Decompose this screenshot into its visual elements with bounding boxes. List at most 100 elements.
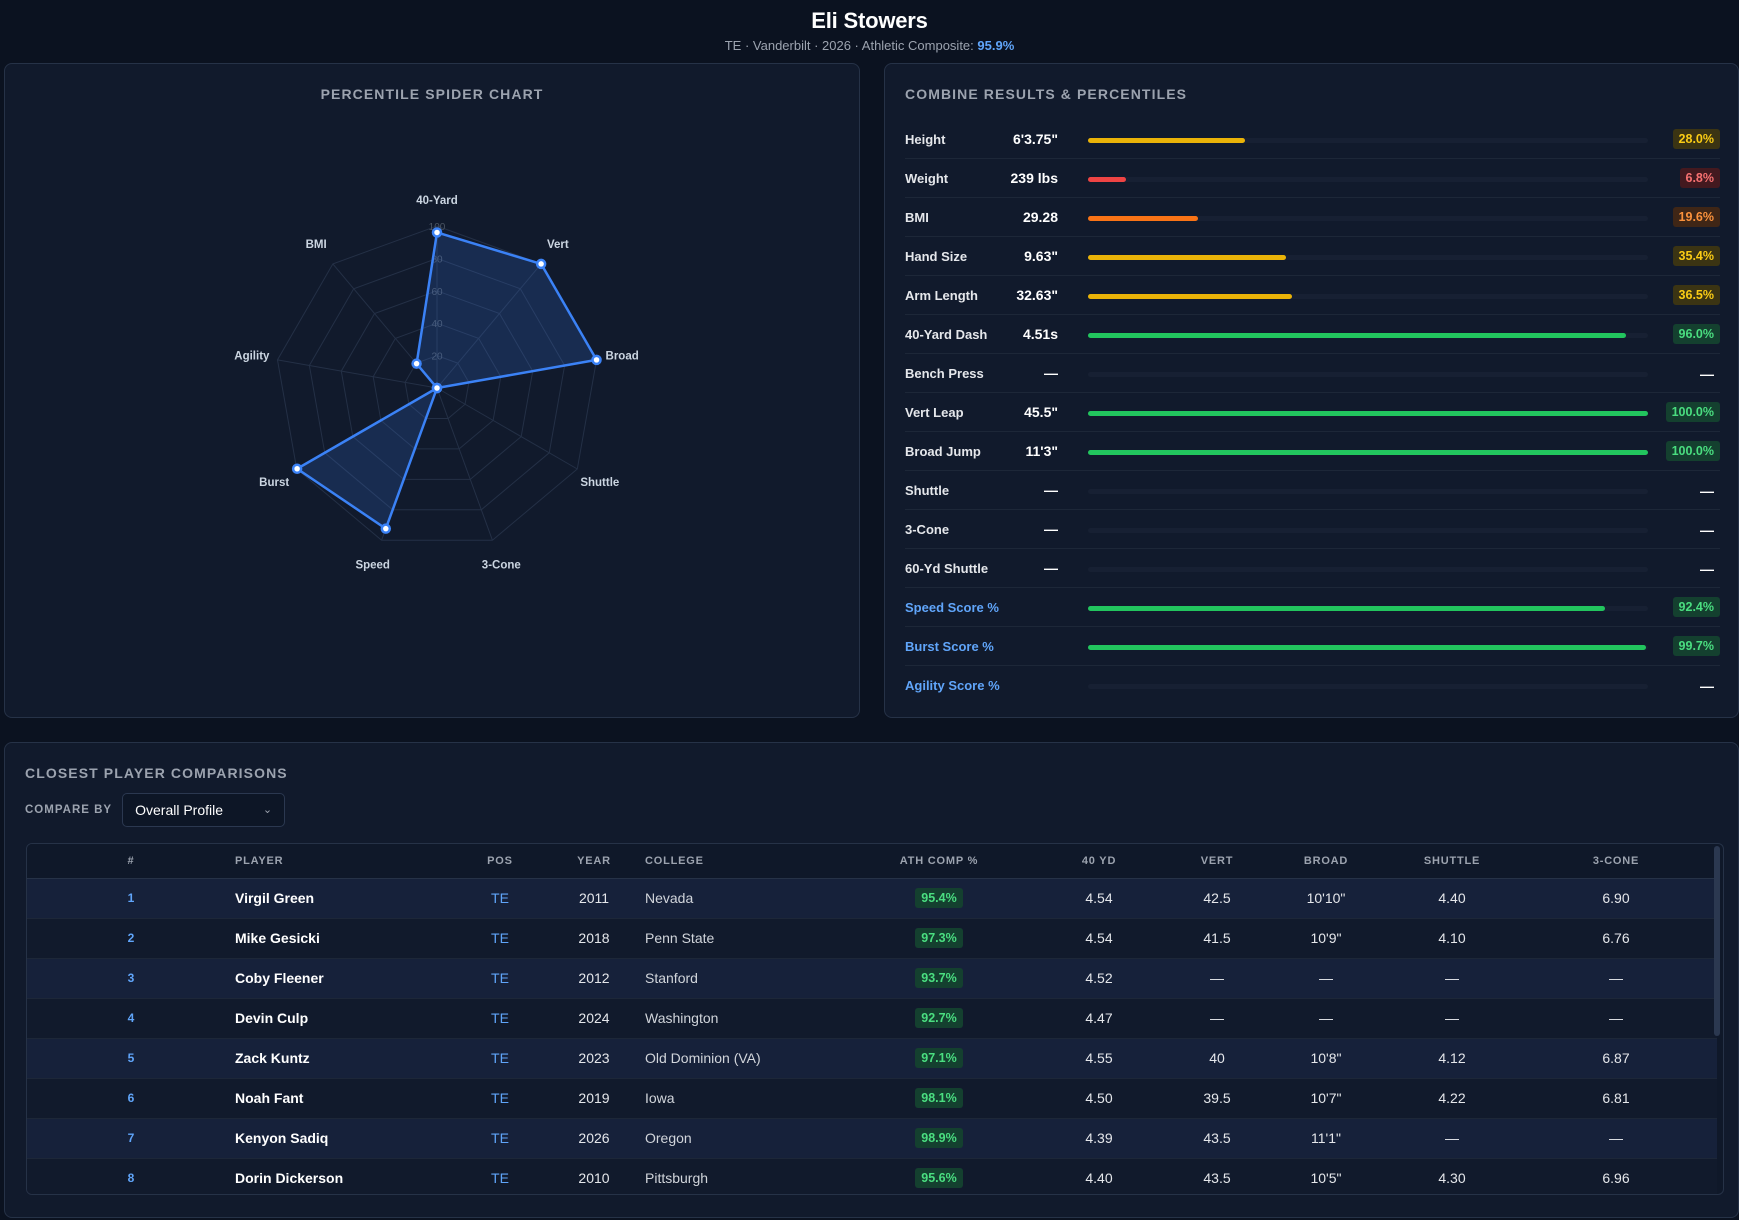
column-header[interactable]: COLLEGE bbox=[645, 844, 851, 879]
table-row[interactable]: 4 Devin Culp TE 2024 Washington 92.7% 4.47 — — — — bbox=[27, 998, 1717, 1038]
broad-cell: 11'1" bbox=[1311, 1130, 1341, 1146]
column-header[interactable]: SHUTTLE bbox=[1389, 844, 1515, 879]
radar-axis-label: BMI bbox=[306, 239, 327, 251]
compare-by-label: COMPARE BY bbox=[25, 804, 113, 816]
player-name-cell[interactable]: Zack Kuntz bbox=[235, 1050, 310, 1066]
radar-scale-label: 60 bbox=[431, 287, 443, 298]
player-name: Eli Stowers bbox=[811, 8, 928, 33]
compare-by-select[interactable]: Overall Profile ⌄ bbox=[122, 793, 286, 827]
position-cell: TE bbox=[491, 970, 509, 986]
ath-comp-badge: 97.3% bbox=[915, 928, 963, 948]
year-cell: 2012 bbox=[578, 970, 610, 986]
percentile-track bbox=[1088, 411, 1648, 416]
percentile-bar bbox=[1088, 255, 1287, 260]
percentile-bar bbox=[1088, 606, 1606, 611]
college-cell: Penn State bbox=[645, 930, 715, 946]
combine-row: Arm Length 32.63" 36.5% bbox=[905, 276, 1720, 315]
player-name-cell[interactable]: Devin Culp bbox=[235, 1010, 309, 1026]
percentile-bar bbox=[1088, 645, 1647, 650]
comparisons-panel: Closest Player Comparisons COMPARE BY Ov… bbox=[4, 742, 1739, 1218]
column-header[interactable]: YEAR bbox=[543, 844, 645, 879]
college-cell: Stanford bbox=[645, 970, 698, 986]
three-cone-cell: — bbox=[1609, 1130, 1623, 1146]
vert-cell: 40 bbox=[1209, 1050, 1225, 1066]
ath-comp-badge: 97.1% bbox=[915, 1048, 963, 1068]
combine-row: Agility Score % — bbox=[905, 666, 1720, 705]
ath-comp-cell: 92.7% bbox=[851, 998, 1027, 1038]
column-header[interactable]: # bbox=[27, 844, 235, 879]
table-row[interactable]: 5 Zack Kuntz TE 2023 Old Dominion (VA) 97.1% 4… bbox=[27, 1038, 1717, 1078]
combine-row: Burst Score % 99.7% bbox=[905, 627, 1720, 666]
table-scrollbar[interactable] bbox=[1714, 846, 1720, 1036]
combine-row-label: Height bbox=[905, 132, 946, 147]
three-cone-cell: — bbox=[1609, 1010, 1623, 1026]
percentile-badge: 28.0% bbox=[1672, 129, 1720, 149]
comparisons-title: Closest Player Comparisons bbox=[25, 765, 288, 781]
column-header[interactable]: PLAYER bbox=[235, 844, 457, 879]
column-header[interactable]: VERT bbox=[1171, 844, 1263, 879]
percentile-track bbox=[1088, 606, 1648, 611]
percentile-bar bbox=[1088, 138, 1245, 143]
table-row[interactable]: 8 Dorin Dickerson TE 2010 Pittsburgh 95.6% 4.4… bbox=[27, 1158, 1717, 1194]
table-row[interactable]: 2 Mike Gesicki TE 2018 Penn State 97.3% 4.54 41… bbox=[27, 918, 1717, 958]
year-cell: 2023 bbox=[578, 1050, 610, 1066]
column-header[interactable]: 3-CONE bbox=[1515, 844, 1717, 879]
column-header[interactable]: POS bbox=[457, 844, 543, 879]
percentile-badge: 35.4% bbox=[1672, 246, 1720, 266]
forty-yard-cell: 4.55 bbox=[1085, 1050, 1113, 1066]
combine-row: Speed Score % 92.4% bbox=[905, 588, 1720, 627]
combine-row: Height 6'3.75" 28.0% bbox=[905, 120, 1720, 159]
three-cone-cell: 6.87 bbox=[1602, 1050, 1630, 1066]
table-row[interactable]: 6 Noah Fant TE 2019 Iowa 98.1% 4.50 39.5 10'7" 4.… bbox=[27, 1078, 1717, 1118]
percentile-badge: — bbox=[1700, 366, 1714, 382]
column-header[interactable]: 40 YD bbox=[1027, 844, 1171, 879]
player-name-cell[interactable]: Mike Gesicki bbox=[235, 930, 320, 946]
column-header[interactable]: ATH COMP % bbox=[851, 844, 1027, 879]
year-cell: 2019 bbox=[578, 1090, 610, 1106]
percentile-badge: 100.0% bbox=[1665, 402, 1720, 422]
combine-row-value: — bbox=[1044, 521, 1058, 537]
comparisons-table-container[interactable]: # PLAYER POS YEAR COLLEGE ATH COMP % 40 YD VERT… bbox=[26, 843, 1724, 1195]
shuttle-cell: 4.40 bbox=[1438, 890, 1466, 906]
shuttle-cell: 4.22 bbox=[1438, 1090, 1466, 1106]
percentile-badge: 99.7% bbox=[1672, 636, 1720, 656]
broad-cell: 10'8" bbox=[1310, 1050, 1342, 1066]
percentile-badge: — bbox=[1700, 522, 1714, 538]
percentile-bar bbox=[1088, 411, 1648, 416]
percentile-track bbox=[1088, 333, 1648, 338]
position-cell: TE bbox=[491, 1130, 509, 1146]
table-row[interactable]: 3 Coby Fleener TE 2012 Stanford 93.7% 4.52 — — — — bbox=[27, 958, 1717, 998]
percentile-track bbox=[1088, 255, 1648, 260]
percentile-track bbox=[1088, 177, 1648, 182]
chevron-down-icon: ⌄ bbox=[262, 804, 273, 816]
vert-cell: 41.5 bbox=[1203, 930, 1231, 946]
spider-chart-panel: Percentile Spider Chart 2040608010040-Ya… bbox=[4, 63, 860, 718]
percentile-bar bbox=[1088, 333, 1626, 338]
player-name-cell[interactable]: Kenyon Sadiq bbox=[235, 1130, 329, 1146]
player-name-cell[interactable]: Noah Fant bbox=[235, 1090, 304, 1106]
table-row[interactable]: 7 Kenyon Sadiq TE 2026 Oregon 98.9% 4.39 43.5 11… bbox=[27, 1118, 1717, 1158]
radar-spoke bbox=[277, 359, 438, 389]
radar-scale-label: 20 bbox=[431, 352, 443, 363]
radar-axis-label: Broad bbox=[606, 350, 639, 362]
rank-cell: 2 bbox=[127, 931, 135, 945]
column-header[interactable]: BROAD bbox=[1263, 844, 1389, 879]
player-name-cell[interactable]: Dorin Dickerson bbox=[235, 1170, 344, 1186]
combine-row-label: Weight bbox=[905, 171, 949, 186]
radar-data-point bbox=[411, 358, 422, 369]
broad-cell: — bbox=[1319, 1010, 1333, 1026]
ath-comp-badge: 95.4% bbox=[915, 888, 963, 908]
shuttle-cell: 4.12 bbox=[1438, 1050, 1466, 1066]
combine-row-label: Vert Leap bbox=[905, 405, 964, 420]
broad-cell: 10'7" bbox=[1310, 1090, 1342, 1106]
position-cell: TE bbox=[491, 890, 509, 906]
vert-cell: — bbox=[1210, 970, 1224, 986]
combine-row-label: BMI bbox=[905, 210, 929, 225]
combine-row-value: 32.63" bbox=[1016, 287, 1058, 303]
percentile-bar bbox=[1088, 177, 1127, 182]
radar-axis-label: Burst bbox=[259, 477, 289, 489]
player-name-cell[interactable]: Coby Fleener bbox=[235, 970, 324, 986]
table-row[interactable]: 1 Virgil Green TE 2011 Nevada 95.4% 4.54 42.5 10… bbox=[27, 878, 1717, 918]
player-name-cell[interactable]: Virgil Green bbox=[235, 890, 315, 906]
combine-row-label: Speed Score % bbox=[905, 600, 999, 615]
